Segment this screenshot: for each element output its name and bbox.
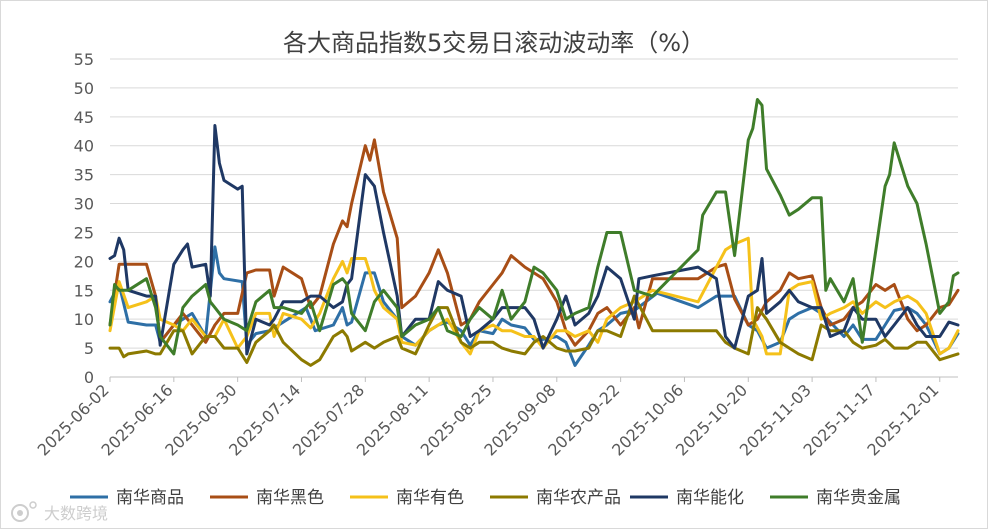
legend-label: 南华有色 [396,488,464,508]
x-axis-ticks: 2025-06-022025-06-162025-06-302025-07-14… [34,377,943,460]
legend-item[interactable]: 南华有色 [350,488,464,508]
series-lines [108,98,960,367]
y-tick-label: 25 [74,223,94,242]
gridlines [110,58,958,378]
watermark: 大数跨境 [11,501,108,523]
legend-label: 南华贵金属 [816,488,901,508]
legend-item[interactable]: 南华能化 [630,488,744,508]
y-tick-label: 5 [84,339,94,358]
y-tick-label: 0 [84,368,94,387]
y-tick-label: 15 [74,281,94,300]
y-tick-label: 45 [74,108,94,127]
brand-logo-icon [11,501,37,522]
legend-item[interactable]: 南华黑色 [210,488,324,508]
series-line [108,294,960,367]
legend-label: 南华商品 [116,488,184,508]
legend-item[interactable]: 南华农产品 [490,488,621,508]
y-tick-label: 40 [74,137,94,156]
y-tick-label: 35 [74,166,94,185]
series-line [108,98,960,356]
legend[interactable]: 南华商品 南华黑色 南华有色 南华农产品 南华能化 南华贵金属 [70,488,901,508]
chart-title: 各大商品指数5交易日滚动波动率（%） [283,29,705,57]
y-tick-label: 50 [74,79,94,98]
series-line [108,124,960,356]
legend-item[interactable]: 南华商品 [70,488,184,508]
legend-label: 南华能化 [676,488,744,508]
y-tick-label: 10 [74,310,94,329]
y-axis-ticks: 0 5 10 15 20 25 30 35 40 45 50 55 [74,50,94,387]
legend-item[interactable]: 南华贵金属 [770,488,901,508]
watermark-text: 大数跨境 [44,504,108,523]
y-tick-label: 20 [74,252,94,271]
y-tick-label: 55 [74,50,94,69]
y-tick-label: 30 [74,195,94,214]
legend-label: 南华黑色 [256,488,324,508]
legend-label: 南华农产品 [536,488,621,508]
